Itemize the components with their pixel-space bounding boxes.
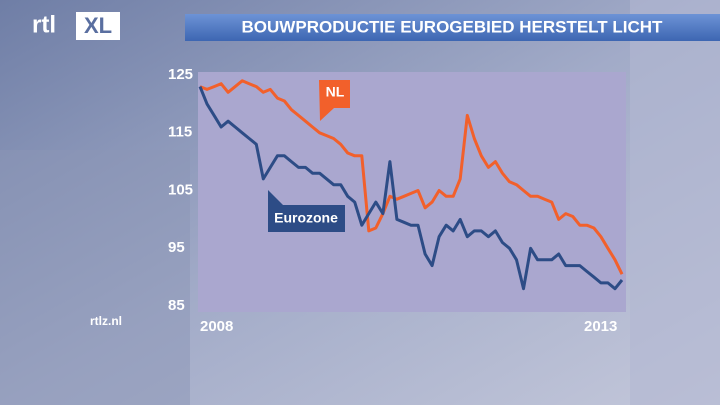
callout — [319, 80, 350, 121]
x-tick-label: 2008 — [200, 318, 233, 335]
y-tick-label: 95 — [168, 239, 185, 256]
line — [199, 79, 624, 275]
x-tick-label: 2013 — [584, 318, 617, 335]
legend-label: NL — [326, 84, 345, 100]
logo-box — [76, 12, 120, 40]
backdrop — [0, 150, 190, 405]
callout — [268, 190, 345, 232]
chart-title: BOUWPRODUCTIE EUROGEBIED HERSTELT LICHT — [242, 17, 664, 36]
y-tick-label: 125 — [168, 66, 193, 83]
y-tick-label: 115 — [168, 124, 192, 141]
y-tick-label: 85 — [168, 297, 185, 314]
logo: XL — [84, 13, 112, 38]
title-bar — [185, 14, 720, 41]
legend-label: Eurozone — [274, 210, 338, 226]
backdrop — [630, 0, 720, 405]
y-tick-label: 105 — [168, 181, 193, 198]
line — [198, 86, 624, 291]
plot: 85 95 105 115 125 2008 2013 NL Eurozone — [168, 66, 624, 335]
logo: rtl — [32, 11, 56, 38]
source: rtlz.nl — [90, 314, 122, 328]
